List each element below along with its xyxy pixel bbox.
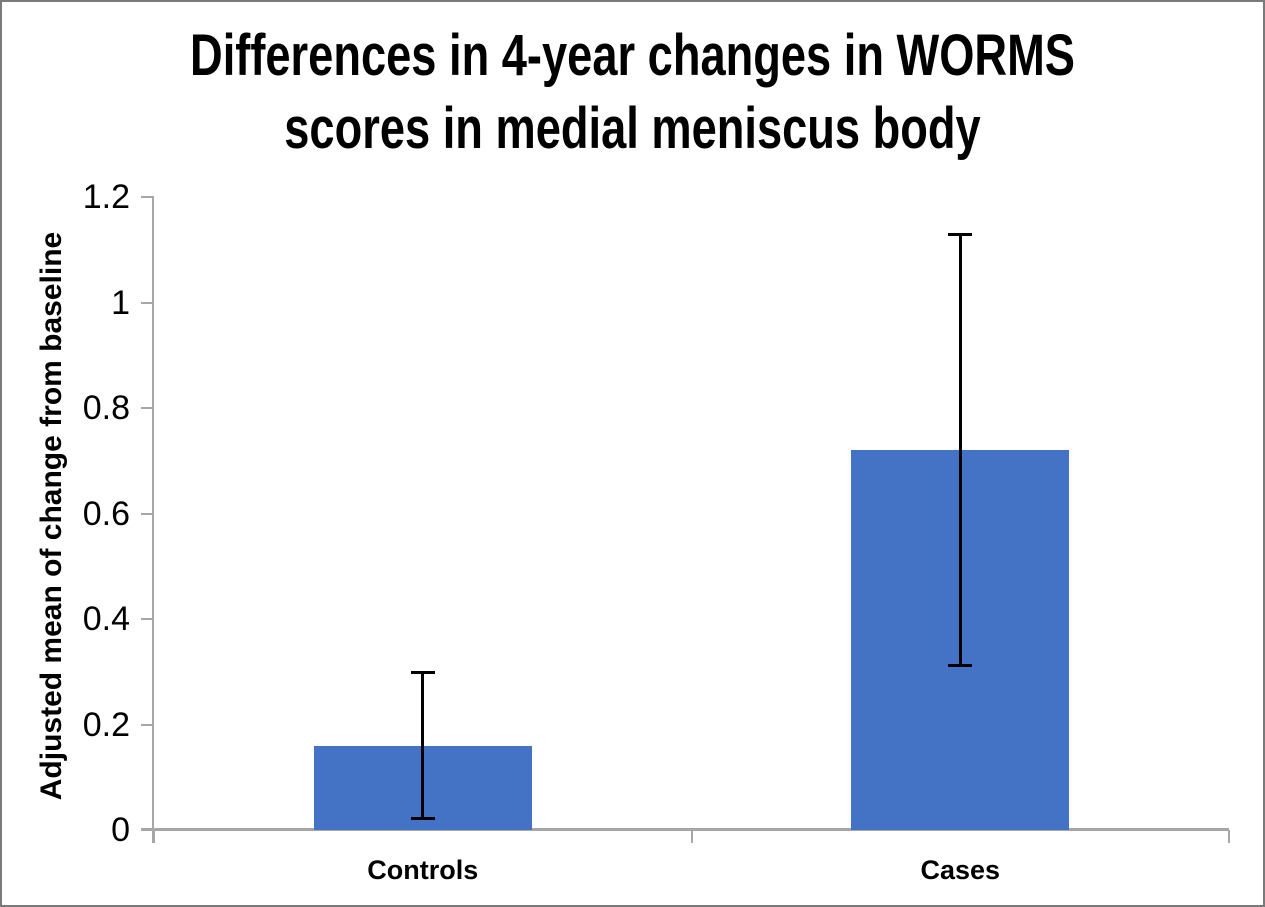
error-bar-cap-bottom-cases bbox=[948, 664, 973, 668]
y-tick-label: 0.2 bbox=[82, 705, 130, 744]
y-tick-label: 0.4 bbox=[82, 600, 130, 638]
chart-title: Differences in 4-year changes in WORMS s… bbox=[141, 19, 1125, 165]
error-bar-line-cases bbox=[958, 233, 962, 667]
y-tick-label: 0.8 bbox=[82, 389, 130, 427]
y-tick-label: 0.6 bbox=[82, 494, 130, 533]
y-tick-mark bbox=[141, 301, 154, 304]
chart-title-line-1: Differences in 4-year changes in WORMS bbox=[190, 23, 1075, 88]
y-tick-label: 0 bbox=[111, 811, 130, 849]
y-tick-mark bbox=[141, 196, 154, 198]
x-tick-mark bbox=[1228, 830, 1230, 843]
y-tick-mark bbox=[141, 407, 154, 409]
x-tick-mark bbox=[153, 830, 155, 843]
y-tick-mark bbox=[141, 618, 154, 620]
y-axis-line bbox=[152, 197, 154, 843]
x-category-label-controls: Controls bbox=[367, 855, 479, 885]
error-bar-cap-top-controls bbox=[410, 670, 435, 674]
chart-title-line-2: scores in medial meniscus body bbox=[284, 96, 981, 161]
y-tick-label: 1.2 bbox=[82, 178, 130, 216]
y-tick-mark bbox=[141, 512, 154, 515]
x-axis-line bbox=[141, 828, 1229, 831]
error-bar-cap-top-cases bbox=[948, 232, 973, 236]
y-tick-label: 1 bbox=[111, 283, 130, 322]
x-tick-mark bbox=[690, 830, 693, 843]
y-tick-mark bbox=[141, 829, 154, 831]
x-category-label-cases: Cases bbox=[920, 855, 1001, 885]
error-bar-cap-bottom-controls bbox=[410, 817, 435, 821]
y-tick-mark bbox=[141, 723, 154, 726]
error-bar-line-controls bbox=[421, 671, 425, 820]
